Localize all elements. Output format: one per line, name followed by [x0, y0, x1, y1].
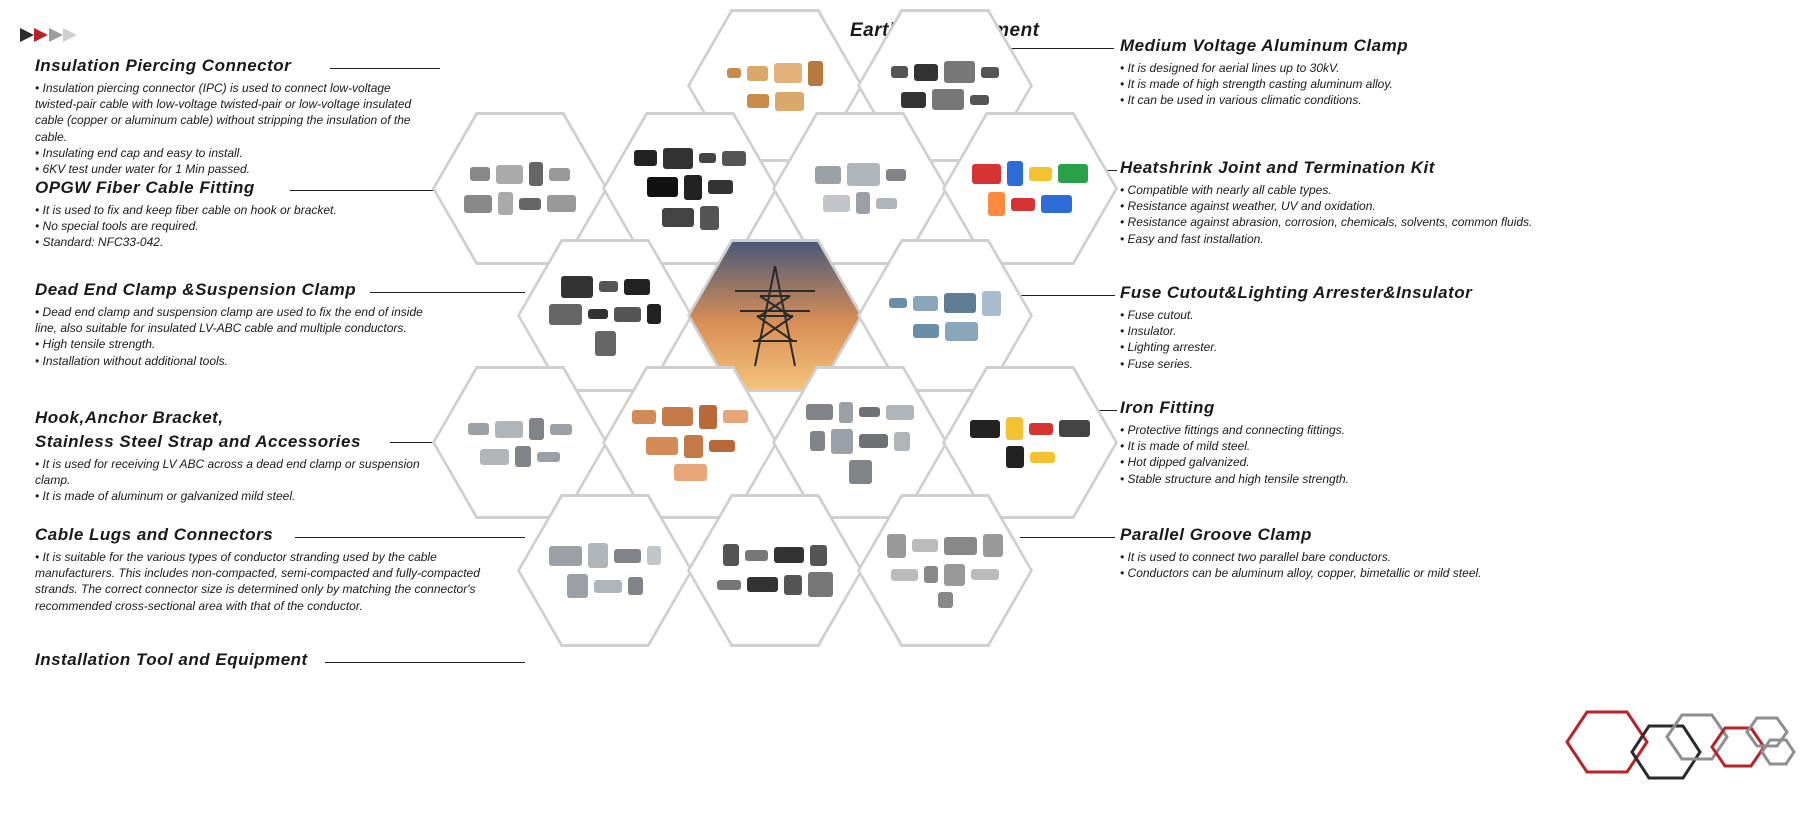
section-mv-clamp: Medium Voltage Aluminum Clamp It is desi…	[1120, 36, 1560, 109]
product-thumbs-icon	[885, 534, 1005, 608]
section-ipc: Insulation Piercing Connector Insulation…	[35, 56, 435, 177]
section-title: Heatshrink Joint and Termination Kit	[1120, 158, 1560, 178]
section-title: Hook,Anchor Bracket,	[35, 408, 455, 428]
section-title: Installation Tool and Equipment	[35, 650, 435, 670]
hex-cell	[520, 497, 690, 644]
section-bullets: Compatible with nearly all cable types. …	[1120, 182, 1560, 247]
connector-line	[330, 68, 440, 69]
hex-cell	[860, 497, 1030, 644]
tower-icon	[715, 256, 835, 376]
section-fuse: Fuse Cutout&Lighting Arrester&Insulator …	[1120, 283, 1580, 372]
section-title: Medium Voltage Aluminum Clamp	[1120, 36, 1560, 56]
section-title: Insulation Piercing Connector	[35, 56, 435, 76]
arrow-decoration	[20, 28, 73, 47]
product-thumbs-icon	[545, 276, 665, 356]
section-bullets: Insulation piercing connector (IPC) is u…	[35, 80, 435, 177]
hex-cell	[690, 497, 860, 644]
connector-line	[370, 292, 525, 293]
section-title: Cable Lugs and Connectors	[35, 525, 495, 545]
connector-line	[295, 537, 525, 538]
connector-line	[1020, 295, 1115, 296]
connector-line	[1020, 537, 1115, 538]
section-bullets: Protective fittings and connecting fitti…	[1120, 422, 1560, 487]
product-thumbs-icon	[715, 544, 835, 597]
section-iron: Iron Fitting Protective fittings and con…	[1120, 398, 1560, 487]
section-opgw: OPGW Fiber Cable Fitting It is used to f…	[35, 178, 435, 251]
product-thumbs-icon	[630, 148, 750, 230]
section-hook: Hook,Anchor Bracket, Stainless Steel Str…	[35, 408, 455, 505]
section-title: Iron Fitting	[1120, 398, 1560, 418]
section-lugs: Cable Lugs and Connectors It is suitable…	[35, 525, 495, 614]
connector-line	[325, 662, 525, 663]
product-thumbs-icon	[885, 291, 1005, 341]
connector-line	[290, 190, 440, 191]
product-thumbs-icon	[460, 162, 580, 215]
product-thumbs-icon	[715, 61, 835, 111]
section-title: Parallel Groove Clamp	[1120, 525, 1560, 545]
product-thumbs-icon	[460, 418, 580, 467]
section-title: OPGW Fiber Cable Fitting	[35, 178, 435, 198]
product-thumbs-icon	[800, 402, 920, 484]
section-bullets: Dead end clamp and suspension clamp are …	[35, 304, 435, 369]
section-title: Dead End Clamp &Suspension Clamp	[35, 280, 435, 300]
product-thumbs-icon	[970, 417, 1090, 468]
product-thumbs-icon	[885, 61, 1005, 110]
section-bullets: It is used to fix and keep fiber cable o…	[35, 202, 435, 251]
decorative-hexes-icon	[1537, 682, 1797, 802]
product-thumbs-icon	[970, 161, 1090, 216]
section-deadend: Dead End Clamp &Suspension Clamp Dead en…	[35, 280, 435, 369]
section-bullets: Fuse cutout. Insulator. Lighting arreste…	[1120, 307, 1580, 372]
section-heatshrink: Heatshrink Joint and Termination Kit Com…	[1120, 158, 1560, 247]
section-bullets: It is used to connect two parallel bare …	[1120, 549, 1560, 581]
product-thumbs-icon	[630, 405, 750, 481]
product-thumbs-icon	[545, 543, 665, 598]
section-bullets: It is used for receiving LV ABC across a…	[35, 456, 455, 505]
product-thumbs-icon	[800, 163, 920, 214]
section-bullets: It is suitable for the various types of …	[35, 549, 495, 614]
section-title: Fuse Cutout&Lighting Arrester&Insulator	[1120, 283, 1580, 303]
connector-line	[1004, 48, 1114, 49]
section-bullets: It is designed for aerial lines up to 30…	[1120, 60, 1560, 109]
section-pgc: Parallel Groove Clamp It is used to conn…	[1120, 525, 1560, 581]
